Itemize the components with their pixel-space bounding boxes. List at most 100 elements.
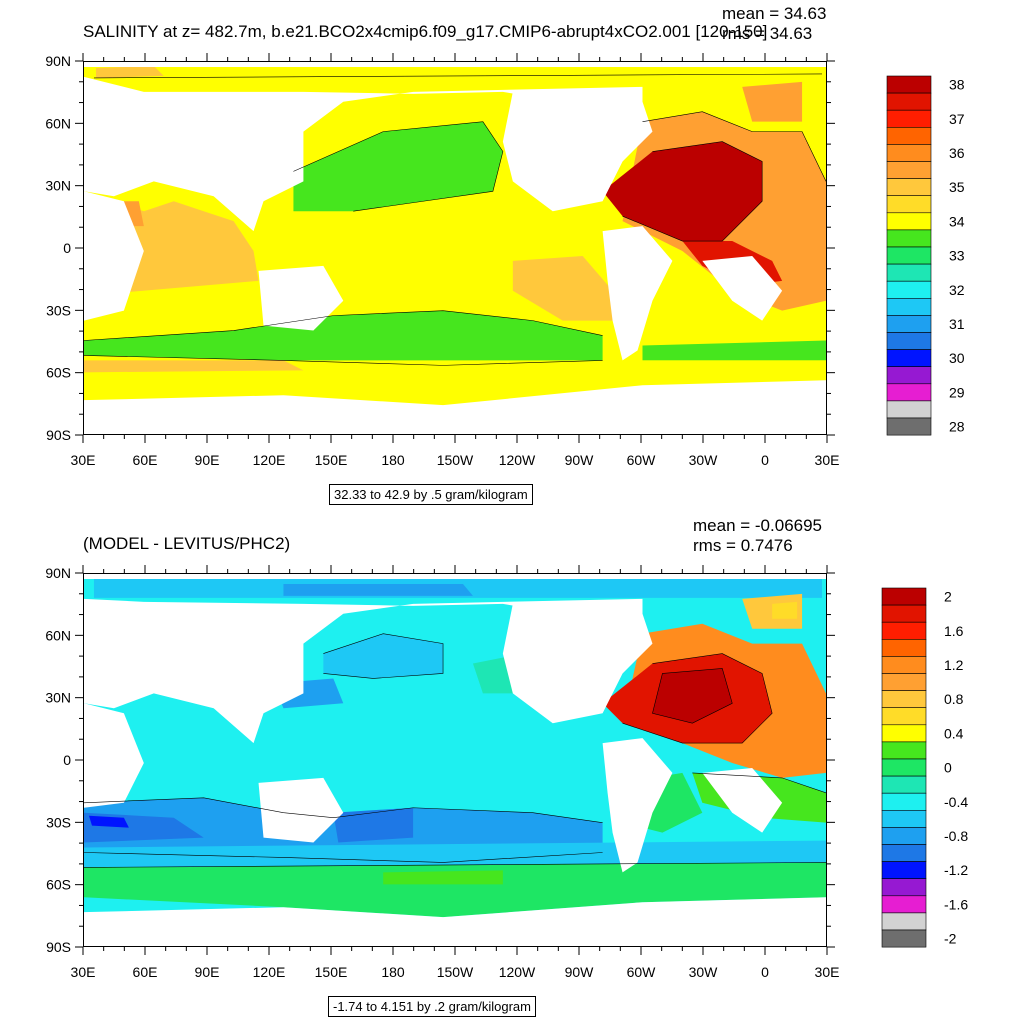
difference-colorbar-box <box>881 861 927 880</box>
salinity-lat-label: 90S <box>46 427 71 443</box>
difference-lon-label: 60W <box>627 964 657 980</box>
salinity-lat-label: 90N <box>45 53 71 69</box>
difference-colorbar-label: 0.8 <box>944 691 964 707</box>
south-america-land <box>602 226 673 361</box>
salinity-colorbar-box <box>886 75 932 94</box>
difference-colorbar-box <box>881 929 927 948</box>
salinity-lon-label: 30E <box>71 452 96 468</box>
salinity-lon-label: 30E <box>815 452 840 468</box>
difference-colorbar-label: 0 <box>944 760 952 776</box>
arctic-orange-region <box>95 65 164 78</box>
salinity-colorbar-label: 35 <box>949 179 965 195</box>
difference-colorbar-box <box>881 587 927 606</box>
contour-line <box>84 797 603 823</box>
salinity-lon-label: 0 <box>761 452 769 468</box>
salinity-title: SALINITY at z= 482.7m, b.e21.BCO2x4cmip6… <box>83 22 768 41</box>
north-america-land <box>502 603 653 724</box>
difference-lat-label: 30S <box>46 814 71 830</box>
salinity-colorbar-svg: 38 37 36 35 34 33 32 31 30 29 28 <box>886 75 965 436</box>
contour-line <box>93 73 823 79</box>
north-pole-land <box>84 574 826 579</box>
difference-colorbar-box <box>881 775 927 794</box>
difference-colorbar-box <box>881 895 927 914</box>
contour-line <box>652 668 733 724</box>
difference-colorbar: 2 1.6 1.2 0.8 0.4 0 -0.4 -0.8 -1.2 -1.6 -2 <box>881 587 992 953</box>
antarctic-green-region <box>84 862 826 918</box>
salinity-colorbar-box <box>886 109 932 128</box>
difference-lon-label: 120W <box>499 964 536 980</box>
contour-line <box>84 852 603 863</box>
eurasia-land <box>84 598 643 744</box>
arctic-region <box>93 65 823 76</box>
south-atlantic-green-band <box>642 340 826 361</box>
salinity-colorbar-box <box>886 417 932 436</box>
nordic-seas-orange-region <box>742 81 803 122</box>
australia-land <box>258 265 344 331</box>
eurasia-land <box>84 76 643 232</box>
difference-lon-label: 90W <box>565 964 595 980</box>
salinity-colorbar-box <box>886 298 932 316</box>
difference-panel: (MODEL - LEVITUS/PHC2) mean = -0.06695 r… <box>0 512 1024 1024</box>
salinity-lon-label: 120E <box>253 452 286 468</box>
difference-lon-label: 150E <box>315 964 348 980</box>
australia-land <box>258 777 344 843</box>
salinity-colorbar-label: 29 <box>949 384 965 400</box>
difference-colorbar-label: 1.6 <box>944 623 964 639</box>
antarctica-land <box>84 380 826 434</box>
salinity-mean: mean = 34.63 <box>722 4 827 23</box>
southern-green-band <box>84 310 603 366</box>
salinity-contour-range: 32.33 to 42.9 by .5 gram/kilogram <box>329 484 533 505</box>
salinity-colorbar-box <box>886 178 932 196</box>
north-america-land <box>502 91 653 212</box>
difference-lat-label: 90S <box>46 939 71 955</box>
salinity-lat-label: 0 <box>63 240 71 256</box>
difference-colorbar-box <box>881 792 927 811</box>
difference-lon-label: 180 <box>381 964 405 980</box>
salinity-colorbar-box <box>886 144 932 162</box>
antarctica-land <box>84 897 826 946</box>
salinity-colorbar-label: 36 <box>949 145 965 161</box>
contour-line <box>622 141 763 242</box>
difference-colorbar-box <box>881 827 927 845</box>
north-pacific-green-region <box>293 121 503 212</box>
difference-colorbar-label: 2 <box>944 589 952 605</box>
difference-lon-label: 30E <box>815 964 840 980</box>
antarctic-orange-strip <box>84 360 304 373</box>
difference-map-frame <box>83 573 827 947</box>
salinity-map <box>84 62 826 434</box>
difference-lat-label: 30N <box>45 690 71 706</box>
salinity-lon-label: 90W <box>565 452 595 468</box>
difference-lat-label: 60N <box>45 627 71 643</box>
north-pole-land <box>84 62 826 67</box>
salinity-colorbar-box <box>886 212 932 231</box>
africa-west-land <box>702 255 783 321</box>
salinity-lat-label: 60N <box>45 115 71 131</box>
salinity-lon-label: 90E <box>195 452 220 468</box>
salinity-colorbar: 38 37 36 35 34 33 32 31 30 29 28 <box>886 75 997 441</box>
east-pacific-orange-region <box>512 255 613 321</box>
salinity-colorbar-box <box>886 315 932 333</box>
difference-lat-label: 90N <box>45 565 71 581</box>
salinity-lon-label: 180 <box>381 452 405 468</box>
salinity-colorbar-box <box>886 280 932 299</box>
difference-lon-label: 60E <box>133 964 158 980</box>
salinity-lat-label: 30S <box>46 302 71 318</box>
difference-colorbar-box <box>881 878 927 897</box>
salinity-colorbar-label: 31 <box>949 316 965 332</box>
difference-colorbar-svg: 2 1.6 1.2 0.8 0.4 0 -0.4 -0.8 -1.2 -1.6 -2 <box>881 587 968 948</box>
africa-west-land <box>702 767 783 833</box>
salinity-lon-label: 150E <box>315 452 348 468</box>
north-atlantic-max-region <box>652 668 733 724</box>
difference-rms: rms = 0.7476 <box>693 536 793 555</box>
difference-colorbar-box <box>881 638 927 657</box>
difference-colorbar-box <box>881 621 927 640</box>
difference-lon-label: 90E <box>195 964 220 980</box>
difference-contour-range: -1.74 to 4.151 by .2 gram/kilogram <box>328 996 536 1017</box>
salinity-colorbar-box <box>886 126 932 145</box>
difference-colorbar-label: -0.4 <box>944 794 968 810</box>
salinity-panel: SALINITY at z= 482.7m, b.e21.BCO2x4cmip6… <box>45 4 997 505</box>
antarctic-yellow-region <box>84 360 826 406</box>
contour-line <box>84 862 826 868</box>
salinity-lon-label: 30W <box>689 452 719 468</box>
africa-east-land <box>84 191 144 321</box>
